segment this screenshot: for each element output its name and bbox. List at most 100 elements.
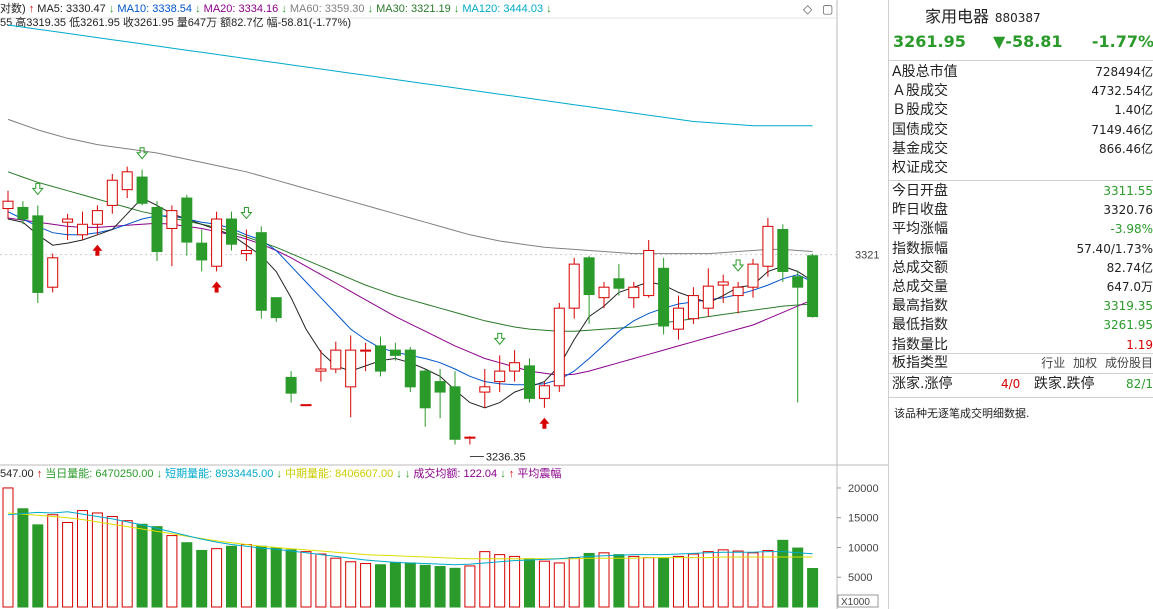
stat-value: 647.0万 [1106, 280, 1153, 294]
sector-tags: 行业 加权 成份股目 [1037, 354, 1153, 373]
header-item: MA30: 3321.19 [376, 3, 454, 15]
candle-body [449, 386, 461, 440]
header-item: ↓ [405, 468, 414, 480]
volume-bar [360, 563, 372, 608]
tag-industry[interactable]: 行业 [1041, 356, 1066, 370]
stat-label: 今日开盘 [892, 183, 948, 199]
header-item: ↓ [276, 468, 285, 480]
candle-body [47, 257, 59, 288]
volume-bar [300, 551, 312, 608]
candle-body [479, 386, 491, 393]
header-item: ↓ [454, 3, 463, 15]
candle-body [240, 249, 252, 255]
candle-body [419, 370, 431, 409]
stat-row: 总成交额 82.74亿 [889, 259, 1153, 278]
volume-bar [807, 567, 819, 608]
sector-type-row: 板指类型 行业 加权 成份股目 [889, 354, 1153, 373]
stat-row: 总成交量 647.0万 [889, 278, 1153, 297]
candle-body [404, 349, 416, 388]
stat-row: 今日开盘 3311.55 [889, 182, 1153, 201]
candle-body [270, 297, 282, 319]
stat-row: Ｂ股成交 1.40亿 [889, 101, 1153, 120]
volume-bar [270, 547, 282, 608]
candle-body [389, 349, 401, 356]
candle-body [91, 210, 103, 225]
header-item: MA20: 3334.16 [204, 3, 282, 15]
price-summary: 3261.95 ▼-58.81 -1.77% [893, 32, 1153, 54]
volume-bar [330, 557, 342, 608]
candle-body [226, 218, 237, 245]
stat-label: 最低指数 [892, 317, 948, 334]
candle-body [792, 276, 804, 288]
candle-body [151, 206, 163, 253]
sell-signal-icon [31, 182, 44, 196]
header-item: 短期量能: 8933445.00 [165, 466, 276, 480]
candle-body [598, 286, 610, 299]
candle-body [17, 206, 29, 220]
divider [889, 353, 1153, 354]
candle-body [77, 223, 88, 236]
header-item: MA120: 3444.03 [462, 3, 546, 15]
volume-bar [687, 553, 699, 608]
header-item: ↑ [29, 3, 38, 15]
volume-bar [77, 510, 88, 608]
stat-value: 728494亿 [1095, 65, 1153, 79]
header-item: ↓ [546, 3, 552, 15]
divider [889, 180, 1153, 181]
stat-row: A股总市值 728494亿 [889, 63, 1153, 82]
volume-bar [464, 565, 476, 608]
header-item: ↓ [368, 3, 377, 15]
candle-body [643, 249, 655, 297]
volume-bar [777, 539, 789, 608]
volume-bar [643, 557, 655, 608]
divider [889, 60, 1153, 61]
low-marker-label: 3236.35 [486, 452, 526, 464]
stat-label: 总成交量 [892, 279, 948, 295]
volume-bar [658, 557, 670, 608]
stat-label: 总成交额 [892, 259, 948, 276]
stat-row: 国债成交 7149.46亿 [889, 121, 1153, 140]
header-item: ↓ [396, 468, 405, 480]
volume-bar [717, 549, 729, 608]
diamond-icon[interactable]: ◇ [803, 2, 813, 16]
header-item: 当日量能: 6470250.00 [45, 466, 156, 480]
header-item: 成交均额: 122.04 [413, 466, 500, 480]
sell-signal-icon [240, 207, 253, 220]
stat-label: Ｂ股成交 [892, 102, 948, 119]
header-item: ↓ [109, 3, 118, 15]
stat-value: 82.74亿 [1106, 260, 1153, 275]
kline-chart-svg[interactable]: 3321 对数) ↑ MA5: 3330.47 ↓ MA10: 3338.54 ↓… [0, 0, 888, 609]
stat-label: 权证成交 [892, 160, 948, 176]
buy-signal-icon [211, 281, 222, 293]
tag-constituents[interactable]: 成份股目 [1104, 356, 1153, 370]
ma20-line [7, 217, 813, 376]
ma60-line [7, 118, 813, 255]
window-restore-icon[interactable]: ▢ [822, 2, 834, 16]
stat-label: 最高指数 [892, 298, 948, 315]
volume-bar [538, 560, 550, 608]
stat-label: 平均涨幅 [892, 221, 948, 238]
divider [889, 373, 1153, 374]
candle-body [658, 267, 670, 327]
stat-label: A股总市值 [892, 64, 958, 80]
stat-value: -3.98% [1110, 222, 1153, 237]
stat-value: 57.40/1.73% [1076, 241, 1153, 256]
kline-chart-area[interactable]: 3321 对数) ↑ MA5: 3330.47 ↓ MA10: 3338.54 ↓… [0, 0, 888, 609]
candle-body [375, 345, 386, 372]
volume-bar [553, 562, 565, 608]
candle-body [285, 376, 297, 394]
candle-body [255, 232, 267, 311]
volume-tick-label: 15000 [848, 513, 879, 525]
volume-bar [747, 552, 759, 608]
volume-bar [315, 553, 327, 608]
sell-signal-icon [136, 147, 149, 160]
header-item: 547.00 [0, 468, 37, 480]
volume-bar [732, 550, 744, 608]
volume-bar [166, 535, 178, 608]
volume-bar [255, 545, 267, 608]
candle-body [136, 176, 148, 204]
volume-tick-label: 20000 [848, 483, 879, 495]
tag-weighted[interactable]: 加权 [1073, 356, 1098, 370]
stock-name: 家用电器 [925, 7, 990, 26]
stat-value: 866.46亿 [1099, 141, 1153, 156]
